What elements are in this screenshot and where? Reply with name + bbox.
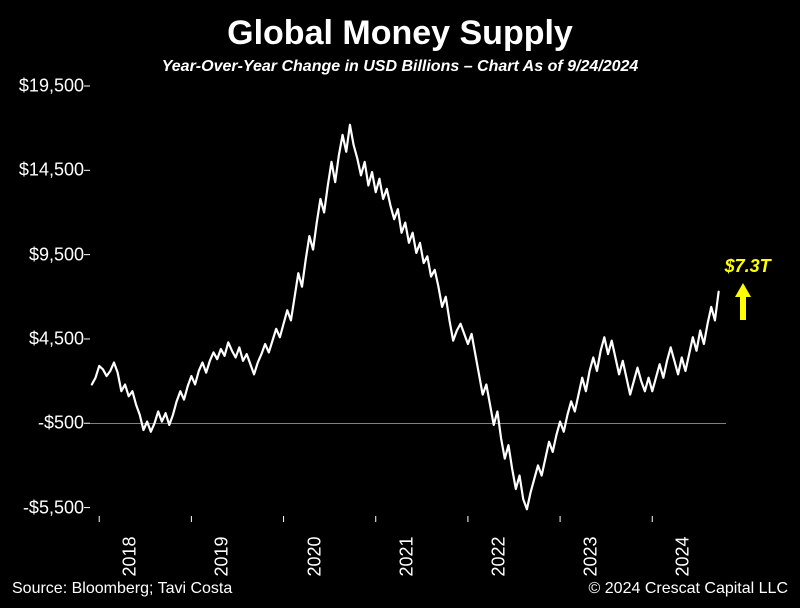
x-axis-tick-label: 2023 bbox=[581, 537, 602, 577]
chart-svg bbox=[90, 86, 726, 516]
callout-label: $7.3T bbox=[725, 256, 771, 277]
y-axis-tick-label: -$5,500 bbox=[23, 497, 84, 518]
x-axis-tick-label: 2020 bbox=[304, 537, 325, 577]
x-axis-tick-label: 2019 bbox=[212, 537, 233, 577]
chart-plot-area bbox=[90, 86, 726, 516]
chart-subtitle: Year-Over-Year Change in USD Billions – … bbox=[0, 58, 800, 76]
x-axis-tick-label: 2021 bbox=[396, 537, 417, 577]
chart-container: Global Money Supply Year-Over-Year Chang… bbox=[0, 0, 800, 608]
chart-title: Global Money Supply bbox=[0, 14, 800, 53]
x-axis-tick-label: 2024 bbox=[673, 537, 694, 577]
source-text: Source: Bloomberg; Tavi Costa bbox=[12, 580, 232, 598]
x-axis-tick-label: 2022 bbox=[488, 537, 509, 577]
y-axis-tick-label: $9,500 bbox=[29, 244, 84, 265]
copyright-text: © 2024 Crescat Capital LLC bbox=[589, 580, 788, 598]
y-axis-tick-label: $14,500 bbox=[19, 160, 84, 181]
y-axis-tick-label: $4,500 bbox=[29, 328, 84, 349]
x-axis-tick-label: 2018 bbox=[120, 537, 141, 577]
y-axis-tick-label: -$500 bbox=[38, 413, 84, 434]
y-axis-tick-label: $19,500 bbox=[19, 76, 84, 97]
callout-arrow-icon bbox=[733, 283, 753, 320]
